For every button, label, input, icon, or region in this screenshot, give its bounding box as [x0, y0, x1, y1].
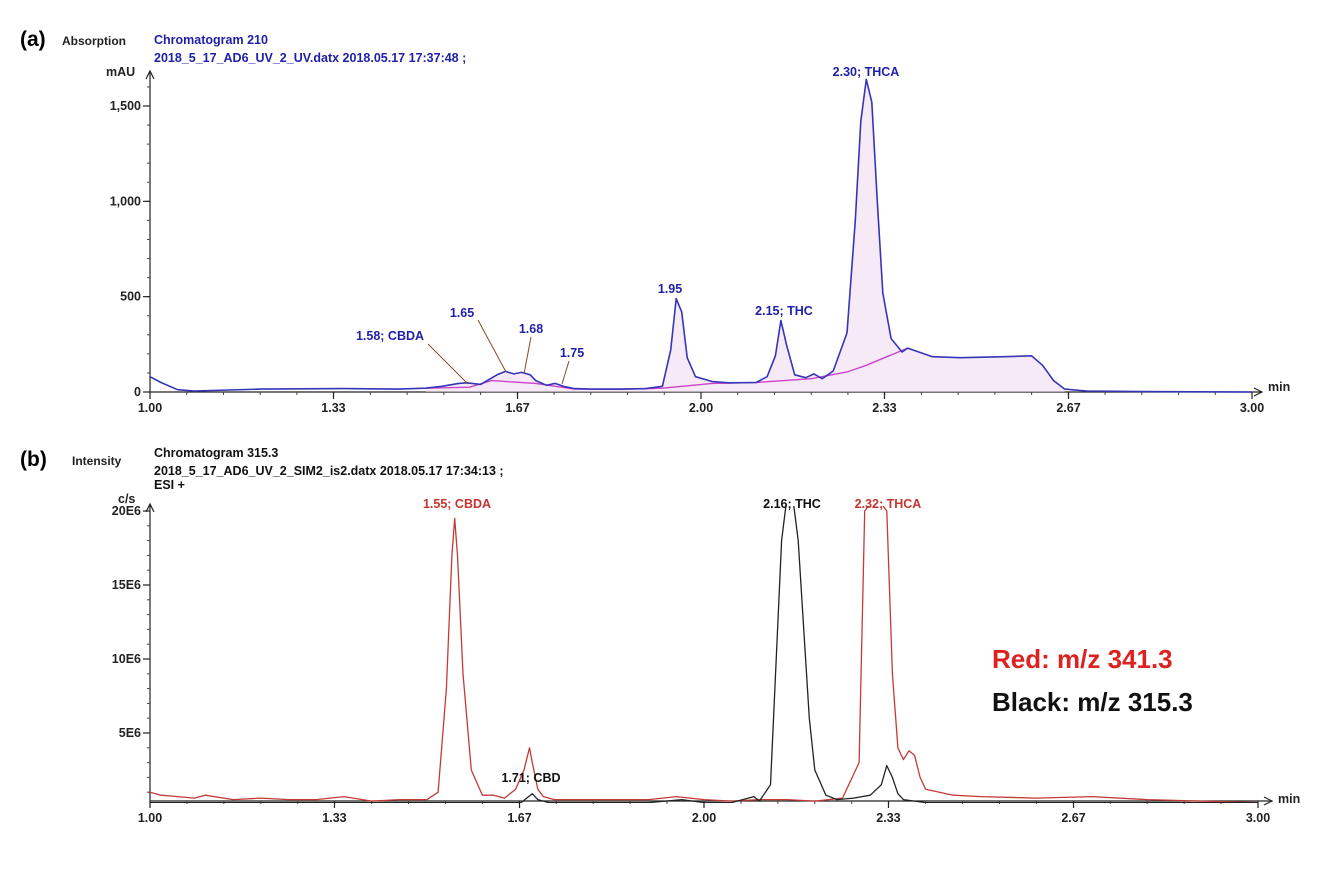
panel-b-y-tick-label: 10E6 [112, 652, 141, 666]
panel-a-x-arrow [1253, 387, 1264, 397]
panel-b-subtitle2: ESI + [154, 478, 185, 492]
panel-b-letter: (b) [20, 448, 47, 471]
panel-a-peak-label: 1.75 [560, 346, 584, 360]
panel-b-y-unit: c/s [118, 492, 135, 506]
panel-b-x-tick-label: 3.00 [1246, 811, 1270, 825]
panel-a-peak-leader [561, 360, 570, 385]
panel-b-trace-red [150, 506, 1259, 803]
panel-a-peak-label: 2.15; THC [755, 304, 813, 318]
panel-b-peak-label: 1.55; CBDA [423, 497, 491, 511]
panel-a-x-tick-label: 1.67 [505, 401, 529, 415]
panel-a-peak-leader [427, 343, 469, 385]
panel-a-subtitle: 2018_5_17_AD6_UV_2_UV.datx 2018.05.17 17… [154, 51, 466, 65]
panel-a-x-tick-label: 2.67 [1056, 401, 1080, 415]
panel-a-trace [150, 78, 1253, 393]
panel-a-y-tick-label: 1,500 [110, 99, 141, 113]
panel-b-peak-label: 2.32; THCA [855, 497, 922, 511]
panel-b-detector-label: Intensity [72, 454, 122, 468]
panel-b-x-tick-label: 2.33 [876, 811, 900, 825]
legend-black-label: Black: m/z 315.3 [992, 687, 1193, 717]
panel-a-x-tick-label: 2.33 [872, 401, 896, 415]
panel-b-x-tick-label: 1.67 [507, 811, 531, 825]
panel-b-x-arrow [1263, 796, 1274, 806]
panel-b-peak-label: 2.16; THC [763, 497, 821, 511]
panel-a-x-tick-label: 1.33 [321, 401, 345, 415]
panel-b-x-tick-label: 2.67 [1061, 811, 1085, 825]
panel-a-y-unit: mAU [106, 65, 135, 79]
legend-red-label: Red: m/z 341.3 [992, 644, 1173, 674]
panel-a-plot-area [150, 78, 1253, 393]
panel-a-peak-labels: 1.58; CBDA 1.65 1.68 1.75 1.95 2.15; THC 2.30;… [356, 65, 900, 385]
panel-b-x-unit: min [1278, 792, 1300, 806]
panel-a-peak-label: 1.58; CBDA [356, 329, 424, 343]
panel-a-integration-baseline [425, 347, 908, 391]
panel-b-peak-label: 1.71; CBD [501, 771, 560, 785]
panel-b-y-tick-label: 20E6 [112, 504, 141, 518]
panel-a-y-tick-label: 1,000 [110, 194, 141, 208]
panel-a-peak-fill [425, 79, 1065, 393]
panel-a-title: Chromatogram 210 [154, 33, 268, 47]
panel-b-peak-labels: 1.55; CBDA 1.71; CBD 2.16; THC 2.32; THCA [423, 497, 921, 785]
panel-b-y-tick-label: 15E6 [112, 578, 141, 592]
panel-a-peak-leader [477, 319, 507, 373]
panel-b-y-tick-label: 5E6 [119, 726, 141, 740]
panel-a-letter: (a) [20, 28, 46, 51]
panel-a-x-tick-label: 3.00 [1240, 401, 1264, 415]
panel-b-x-tick-label: 2.00 [692, 811, 716, 825]
panel-a-y-arrow [145, 69, 155, 80]
panel-a-detector-label: Absorption [62, 34, 126, 48]
panel-a-peak-label: 1.65 [450, 306, 474, 320]
panel-a-x-tick-label: 1.00 [138, 401, 162, 415]
panel-a-peak-label: 1.68 [519, 322, 543, 336]
panel-a-x-unit: min [1268, 380, 1290, 394]
panel-b-y-arrow [145, 502, 155, 513]
panel-a-peak-leader [523, 336, 532, 375]
panel-a-y-tick-label: 500 [120, 290, 141, 304]
panel-b-title: Chromatogram 315.3 [154, 446, 278, 460]
panel-b-subtitle: 2018_5_17_AD6_UV_2_SIM2_is2.datx 2018.05… [154, 464, 504, 478]
panel-b-trace-black [150, 506, 1258, 803]
panel-a-peak-label: 1.95 [658, 282, 682, 296]
panel-b-x-tick-label: 1.00 [138, 811, 162, 825]
panel-a-y-tick-label: 0 [134, 385, 141, 399]
panel-a-peak-label: 2.30; THCA [833, 65, 900, 79]
panel-b-plot-area [150, 506, 1259, 803]
panel-a-x-tick-label: 2.00 [689, 401, 713, 415]
panel-b-x-tick-label: 1.33 [322, 811, 346, 825]
